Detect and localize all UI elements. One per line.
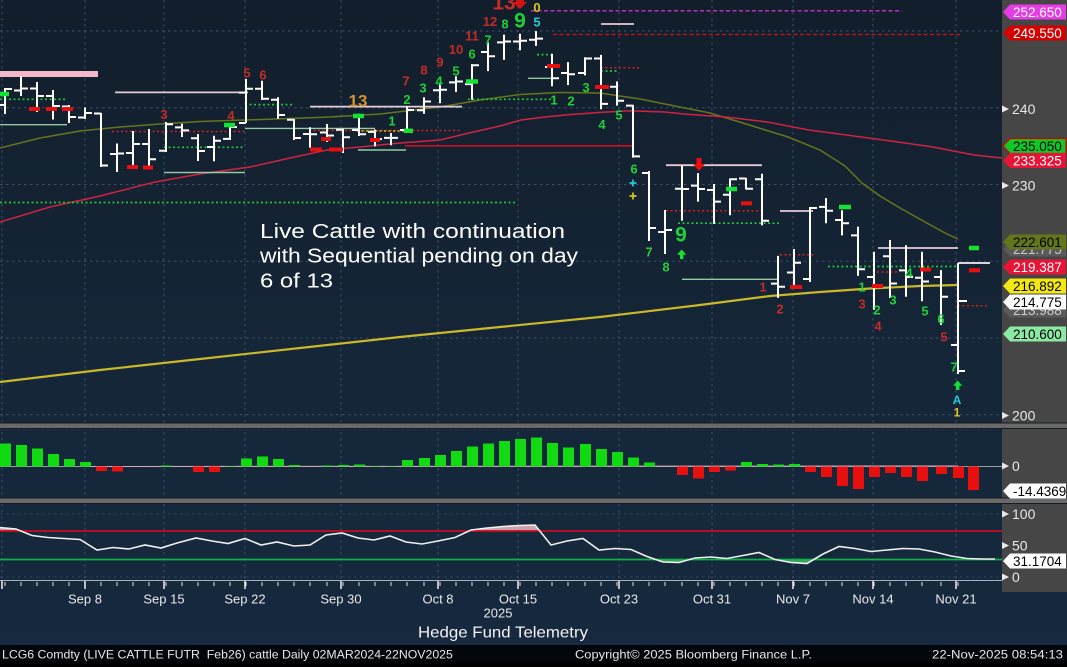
- svg-text:Oct 23: Oct 23: [600, 592, 638, 607]
- svg-text:9: 9: [514, 10, 526, 33]
- svg-text:5: 5: [243, 66, 250, 81]
- svg-text:-14.4369: -14.4369: [1013, 484, 1066, 499]
- svg-text:3: 3: [160, 107, 167, 122]
- svg-text:5: 5: [615, 108, 622, 123]
- svg-text:Nov 14: Nov 14: [852, 592, 893, 607]
- svg-text:Nov 21: Nov 21: [935, 592, 976, 607]
- svg-text:235.050: 235.050: [1013, 139, 1062, 154]
- svg-text:3: 3: [889, 293, 896, 308]
- svg-text:252.650: 252.650: [1013, 5, 1062, 20]
- svg-text:216.892: 216.892: [1013, 279, 1062, 294]
- svg-text:6 of 13: 6 of 13: [260, 270, 333, 292]
- svg-text:Sep 22: Sep 22: [224, 592, 265, 607]
- svg-text:Live Cattle with continuation: Live Cattle with continuation: [260, 221, 565, 243]
- svg-text:100: 100: [1012, 506, 1036, 522]
- svg-text:11: 11: [465, 29, 479, 44]
- svg-text:13: 13: [492, 0, 515, 15]
- svg-text:0: 0: [1012, 569, 1020, 585]
- svg-text:Sep 8: Sep 8: [68, 592, 102, 607]
- svg-text:3: 3: [858, 297, 865, 312]
- svg-text:249.550: 249.550: [1013, 26, 1062, 41]
- svg-text:Oct 31: Oct 31: [693, 592, 731, 607]
- svg-text:222.601: 222.601: [1013, 235, 1062, 250]
- svg-text:2025: 2025: [484, 606, 513, 621]
- svg-text:5: 5: [452, 64, 459, 79]
- svg-text:Sep 15: Sep 15: [143, 592, 184, 607]
- svg-text:9: 9: [436, 55, 443, 70]
- svg-text:7: 7: [484, 33, 491, 48]
- svg-text:0: 0: [533, 0, 540, 15]
- svg-text:Sep 30: Sep 30: [320, 592, 361, 607]
- svg-text:Oct 8: Oct 8: [422, 592, 453, 607]
- svg-text:214.775: 214.775: [1013, 295, 1062, 310]
- svg-text:4: 4: [435, 74, 443, 89]
- svg-text:7: 7: [645, 245, 652, 260]
- svg-text:1: 1: [388, 114, 395, 129]
- svg-text:233.325: 233.325: [1013, 154, 1062, 169]
- svg-text:2: 2: [567, 94, 574, 109]
- svg-text:8: 8: [420, 63, 427, 78]
- svg-text:8: 8: [662, 260, 669, 275]
- svg-text:5: 5: [940, 330, 947, 345]
- svg-text:2: 2: [776, 302, 783, 317]
- svg-text:1: 1: [954, 406, 961, 420]
- svg-text:Nov 7: Nov 7: [776, 592, 810, 607]
- svg-text:A: A: [953, 393, 962, 407]
- svg-text:7: 7: [402, 74, 409, 89]
- svg-text:4: 4: [227, 108, 235, 123]
- svg-text:6: 6: [937, 312, 944, 327]
- svg-text:31.1704: 31.1704: [1013, 554, 1062, 569]
- svg-text:210.600: 210.600: [1013, 327, 1062, 342]
- svg-text:12: 12: [483, 14, 497, 29]
- svg-text:1: 1: [550, 93, 557, 108]
- svg-text:219.387: 219.387: [1013, 260, 1062, 275]
- svg-text:with Sequential pending on day: with Sequential pending on day: [259, 246, 578, 268]
- svg-text:50: 50: [1012, 538, 1028, 554]
- svg-text:13: 13: [349, 92, 368, 111]
- svg-text:240: 240: [1012, 101, 1036, 117]
- svg-text:5: 5: [921, 304, 928, 319]
- svg-text:1: 1: [759, 280, 766, 295]
- svg-text:4: 4: [905, 266, 913, 281]
- svg-text:6: 6: [468, 47, 475, 62]
- svg-text:0: 0: [1012, 458, 1020, 474]
- svg-text:5: 5: [533, 15, 540, 30]
- svg-text:6: 6: [630, 162, 637, 177]
- svg-text:3: 3: [419, 81, 426, 96]
- svg-text:9: 9: [675, 224, 687, 247]
- svg-text:230: 230: [1012, 178, 1036, 194]
- svg-text:2: 2: [873, 303, 880, 318]
- svg-text:200: 200: [1012, 408, 1036, 424]
- svg-text:3: 3: [582, 80, 589, 95]
- svg-text:10: 10: [449, 42, 463, 57]
- svg-text:Oct 15: Oct 15: [499, 592, 537, 607]
- svg-text:8: 8: [501, 17, 508, 32]
- svg-text:7: 7: [950, 360, 957, 375]
- svg-text:Hedge Fund Telemetry: Hedge Fund Telemetry: [418, 625, 588, 642]
- svg-text:Copyright© 2025 Bloomberg Fina: Copyright© 2025 Bloomberg Finance L.P.: [575, 648, 812, 662]
- svg-text:1: 1: [858, 280, 865, 295]
- svg-text:6: 6: [259, 68, 266, 83]
- svg-text:4: 4: [598, 117, 606, 132]
- svg-text:4: 4: [874, 319, 882, 334]
- svg-text:LCG6 Comdty (LIVE CATTLE FUTR: LCG6 Comdty (LIVE CATTLE FUTR Feb26) cat…: [2, 648, 453, 662]
- svg-text:2: 2: [403, 92, 410, 107]
- svg-text:22-Nov-2025 08:54:13: 22-Nov-2025 08:54:13: [932, 648, 1063, 662]
